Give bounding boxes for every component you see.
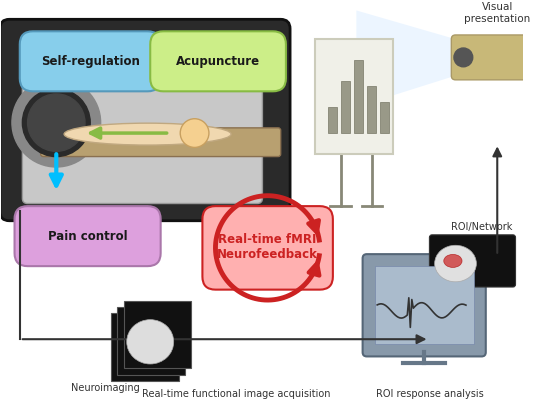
Text: Real-time fMRI
Neurofeedback: Real-time fMRI Neurofeedback [217, 233, 318, 261]
Polygon shape [356, 10, 455, 107]
Text: ROI/Network: ROI/Network [451, 222, 513, 232]
Text: Real-time functional image acquisition: Real-time functional image acquisition [142, 389, 331, 399]
FancyBboxPatch shape [430, 235, 516, 287]
FancyBboxPatch shape [202, 206, 333, 290]
Text: Acupuncture: Acupuncture [176, 55, 260, 67]
FancyBboxPatch shape [452, 35, 535, 80]
FancyBboxPatch shape [315, 39, 393, 154]
FancyBboxPatch shape [150, 31, 286, 91]
FancyBboxPatch shape [117, 307, 185, 375]
FancyBboxPatch shape [124, 300, 192, 368]
Ellipse shape [64, 123, 231, 145]
Bar [341, 81, 350, 133]
Bar [354, 60, 363, 133]
Text: Pain control: Pain control [48, 230, 127, 243]
Bar [380, 102, 389, 133]
Circle shape [28, 94, 85, 151]
FancyBboxPatch shape [111, 313, 179, 381]
FancyBboxPatch shape [374, 266, 474, 344]
Text: Visual
presentation: Visual presentation [464, 2, 530, 24]
FancyBboxPatch shape [363, 254, 486, 356]
Circle shape [12, 78, 101, 167]
Circle shape [22, 89, 90, 156]
Ellipse shape [127, 320, 174, 364]
Bar [367, 86, 376, 133]
Text: Neuroimaging: Neuroimaging [72, 383, 140, 393]
Ellipse shape [434, 245, 476, 282]
FancyBboxPatch shape [22, 42, 263, 203]
Text: ROI response analysis: ROI response analysis [376, 389, 483, 399]
FancyBboxPatch shape [0, 19, 290, 221]
Ellipse shape [180, 119, 209, 147]
FancyBboxPatch shape [14, 206, 160, 266]
FancyBboxPatch shape [41, 128, 281, 156]
Ellipse shape [444, 255, 462, 267]
Bar [327, 107, 337, 133]
Circle shape [454, 48, 473, 67]
FancyBboxPatch shape [20, 31, 160, 91]
Text: Self-regulation: Self-regulation [41, 55, 140, 67]
